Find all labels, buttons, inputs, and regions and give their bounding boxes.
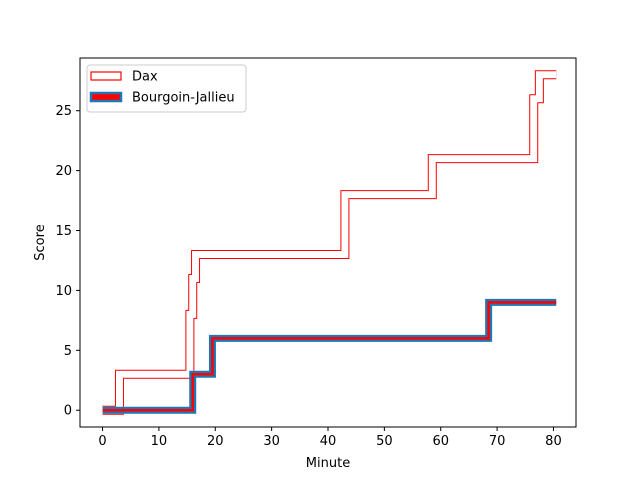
x-tick-label: 0 <box>98 434 106 449</box>
legend-swatch-bourgoin-jallieu <box>89 91 123 103</box>
y-tick-label: 20 <box>55 164 72 179</box>
y-tick-label: 5 <box>64 344 72 359</box>
legend-swatch-dax <box>90 71 122 81</box>
y-tick-label: 25 <box>55 104 72 119</box>
y-axis: 0 5 10 15 20 25 <box>55 104 80 419</box>
x-axis-label: Minute <box>306 456 350 471</box>
x-tick-label: 20 <box>207 434 224 449</box>
series-dax <box>102 70 557 415</box>
series-bourgoin-jallieu <box>102 298 557 414</box>
x-tick-label: 10 <box>151 434 168 449</box>
series-line-inner <box>102 71 557 414</box>
x-tick-label: 60 <box>432 434 449 449</box>
x-tick-label: 30 <box>263 434 280 449</box>
x-tick-label: 80 <box>545 434 562 449</box>
legend-box <box>86 64 247 113</box>
y-tick-label: 10 <box>55 284 72 299</box>
x-tick-label: 40 <box>320 434 337 449</box>
y-axis-label: Score <box>33 224 48 260</box>
x-axis: 0 10 20 30 40 50 60 70 80 <box>98 427 562 449</box>
legend-label: Bourgoin-Jallieu <box>132 91 235 106</box>
y-tick-label: 15 <box>55 224 72 239</box>
y-tick-label: 0 <box>64 404 72 419</box>
legend: Dax Bourgoin-Jallieu <box>86 64 247 113</box>
x-tick-label: 50 <box>376 434 393 449</box>
x-tick-label: 70 <box>489 434 506 449</box>
legend-label: Dax <box>132 70 158 85</box>
series-layer <box>102 70 557 415</box>
series-line-core <box>102 301 557 412</box>
